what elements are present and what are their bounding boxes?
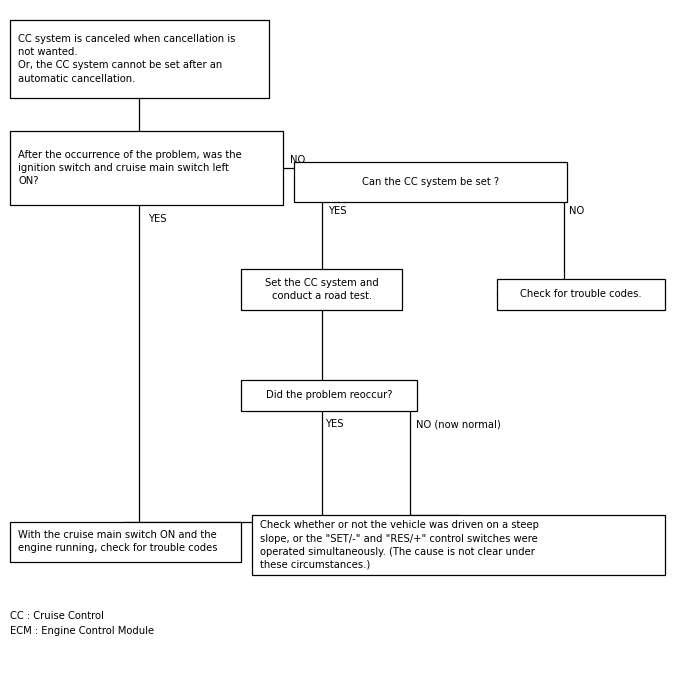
Text: NO: NO — [290, 155, 305, 165]
FancyBboxPatch shape — [10, 20, 269, 98]
FancyBboxPatch shape — [241, 380, 416, 411]
FancyBboxPatch shape — [252, 515, 665, 575]
FancyBboxPatch shape — [294, 162, 567, 202]
Text: After the occurrence of the problem, was the
ignition switch and cruise main swi: After the occurrence of the problem, was… — [18, 150, 242, 186]
Text: Check whether or not the vehicle was driven on a steep
slope, or the "SET/-" and: Check whether or not the vehicle was dri… — [260, 520, 539, 570]
Text: Set the CC system and
conduct a road test.: Set the CC system and conduct a road tes… — [265, 278, 379, 301]
Text: Did the problem reoccur?: Did the problem reoccur? — [266, 390, 392, 400]
Text: YES: YES — [148, 214, 166, 224]
Text: With the cruise main switch ON and the
engine running, check for trouble codes: With the cruise main switch ON and the e… — [18, 530, 218, 553]
Text: Can the CC system be set ?: Can the CC system be set ? — [362, 177, 499, 186]
Text: YES: YES — [326, 419, 344, 429]
Text: Check for trouble codes.: Check for trouble codes. — [520, 289, 642, 299]
Text: CC system is canceled when cancellation is
not wanted.
Or, the CC system cannot : CC system is canceled when cancellation … — [18, 34, 236, 83]
FancyBboxPatch shape — [497, 279, 665, 310]
FancyBboxPatch shape — [241, 269, 402, 310]
FancyBboxPatch shape — [10, 131, 283, 205]
Text: CC : Cruise Control
ECM : Engine Control Module: CC : Cruise Control ECM : Engine Control… — [10, 611, 154, 636]
Text: NO: NO — [569, 206, 584, 216]
Text: NO (now normal): NO (now normal) — [416, 419, 501, 429]
Text: YES: YES — [328, 206, 346, 216]
FancyBboxPatch shape — [10, 522, 241, 562]
